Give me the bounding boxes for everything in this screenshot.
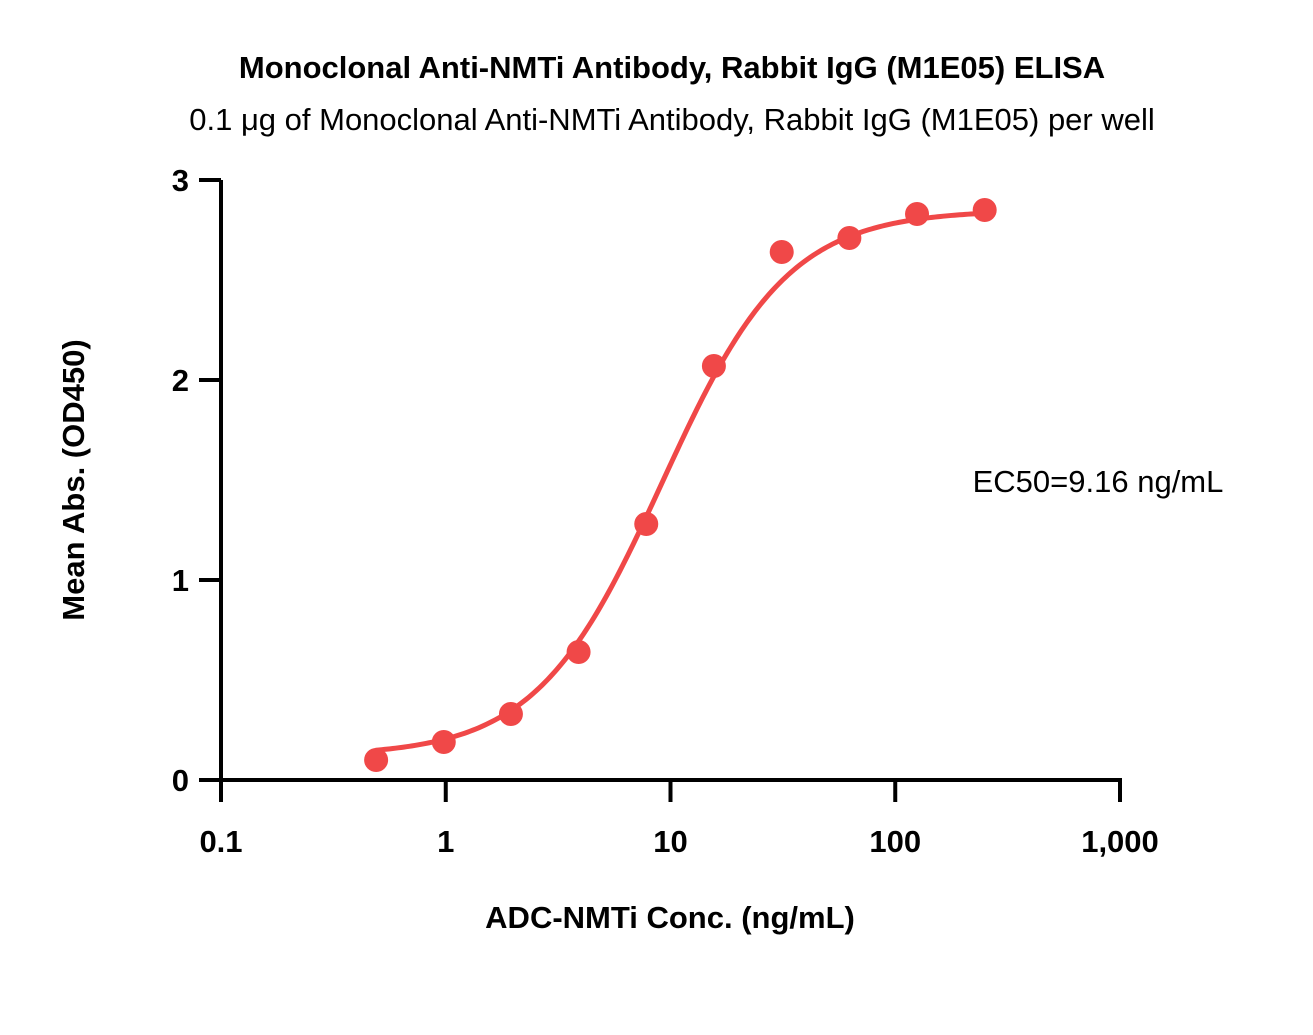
chart-subtitle: 0.1 μg of Monoclonal Anti-NMTi Antibody,… (189, 102, 1155, 137)
y-tick-label: 0 (172, 763, 189, 798)
data-points (364, 198, 997, 772)
x-tick-label: 100 (869, 824, 921, 859)
y-axis-ticks: 0 1 2 3 (172, 163, 221, 798)
data-point (905, 202, 930, 226)
ec50-annotation: EC50=9.16 ng/mL (973, 464, 1224, 499)
data-point (498, 702, 523, 726)
x-axis-ticks: 0.1 1 10 100 1,000 (199, 780, 1159, 859)
x-tick-label: 0.1 (199, 824, 242, 859)
y-tick-label: 2 (172, 363, 189, 398)
fit-curve-group (373, 210, 988, 753)
y-tick-label: 3 (172, 163, 189, 198)
y-tick-label: 1 (172, 563, 189, 598)
data-point (769, 240, 794, 264)
data-point (701, 354, 726, 378)
data-point (566, 640, 591, 664)
data-point (972, 198, 997, 222)
x-tick-label: 1 (437, 824, 454, 859)
y-axis-title: Mean Abs. (OD450) (56, 339, 91, 620)
chart-title: Monoclonal Anti-NMTi Antibody, Rabbit Ig… (239, 50, 1105, 85)
x-axis-title: ADC-NMTi Conc. (ng/mL) (485, 900, 855, 935)
data-point (837, 226, 862, 250)
data-point (634, 512, 659, 536)
x-tick-label: 1,000 (1081, 824, 1159, 859)
data-point (364, 748, 389, 772)
fit-curve (373, 210, 988, 753)
data-point (431, 730, 456, 754)
x-tick-label: 10 (653, 824, 687, 859)
